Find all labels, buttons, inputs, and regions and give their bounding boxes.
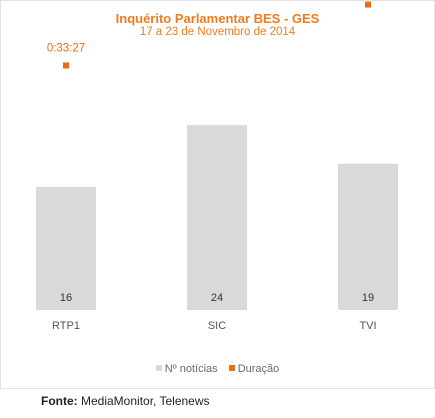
duration-marker-tvi (365, 1, 371, 8)
bar-value-label-rtp1: 16 (60, 292, 72, 304)
duration-label-rtp1: 0:33:27 (47, 42, 85, 54)
chart-legend: Nº notícias Duração (0, 363, 435, 375)
chart-title: Inquérito Parlamentar BES - GES (115, 11, 320, 26)
legend-item-duracao[interactable]: Duração (228, 363, 280, 375)
legend-swatch-duracao (228, 365, 235, 371)
legend-label-duracao: Duração (237, 363, 280, 375)
source-text: MediaMonitor, Telenews (81, 394, 210, 408)
chart-subtitle: 17 a 23 de Novembro de 2014 (139, 26, 296, 38)
category-label-tvi: TVI (359, 320, 376, 332)
category-label-sic: SIC (208, 320, 226, 332)
category-label-rtp1: RTP1 (52, 320, 80, 332)
bar-sic (187, 125, 247, 310)
bar-value-label-sic: 24 (211, 292, 223, 304)
bar-rtp1 (36, 186, 96, 310)
bar-value-label-tvi: 19 (362, 292, 374, 304)
duration-marker-rtp1 (63, 62, 69, 69)
bar-tvi (338, 163, 398, 310)
source-note: Fonte: MediaMonitor, Telenews (41, 394, 210, 408)
legend-swatch-noticias (155, 365, 162, 371)
legend-label-noticias: Nº notícias (164, 363, 218, 375)
legend-item-noticias[interactable]: Nº notícias (155, 363, 218, 375)
source-label: Fonte: (41, 394, 78, 408)
